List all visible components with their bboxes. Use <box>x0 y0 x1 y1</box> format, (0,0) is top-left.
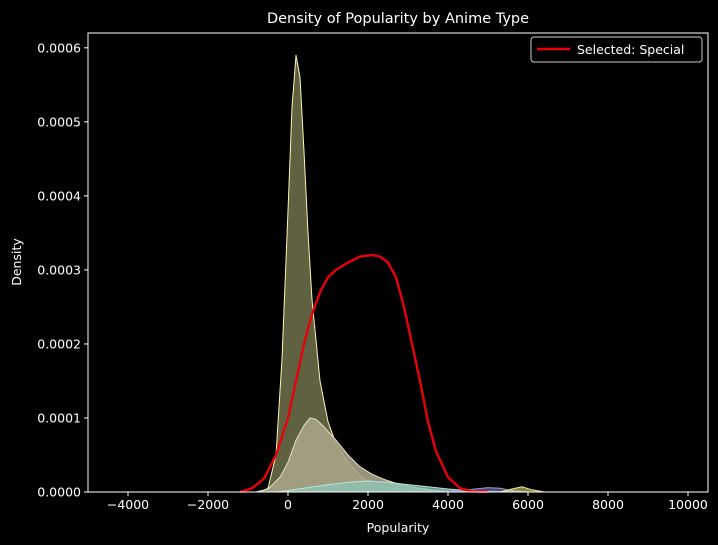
y-tick-label: 0.0005 <box>37 114 81 129</box>
axes-frame <box>88 33 708 492</box>
plot-area <box>240 55 544 492</box>
y-tick-label: 0.0006 <box>37 40 81 55</box>
y-tick-label: 0.0000 <box>37 485 81 500</box>
y-tick-label: 0.0003 <box>37 262 81 277</box>
density-area-0 <box>260 55 488 492</box>
legend: Selected: Special <box>531 37 702 62</box>
y-tick-label: 0.0002 <box>37 336 81 351</box>
y-axis: 0.0000 0.0001 0.0002 0.0003 0.0004 0.0005 0.00… <box>37 40 88 499</box>
chart-title: Density of Popularity by Anime Type <box>267 11 529 27</box>
x-tick-label: 6000 <box>512 497 544 512</box>
x-tick-label: 10000 <box>668 497 708 512</box>
x-tick-label: 4000 <box>432 497 464 512</box>
x-tick-label: −2000 <box>187 497 229 512</box>
x-tick-label: 0 <box>284 497 292 512</box>
x-axis-label: Popularity <box>367 520 430 535</box>
legend-label-special: Selected: Special <box>577 42 684 57</box>
x-tick-label: −4000 <box>107 497 149 512</box>
x-tick-label: 8000 <box>592 497 624 512</box>
y-tick-label: 0.0004 <box>37 188 81 203</box>
x-tick-label: 2000 <box>352 497 384 512</box>
y-axis-label: Density <box>9 238 24 286</box>
y-tick-label: 0.0001 <box>37 410 81 425</box>
x-axis: −4000 −2000 0 2000 4000 6000 8000 10000 <box>107 492 708 512</box>
